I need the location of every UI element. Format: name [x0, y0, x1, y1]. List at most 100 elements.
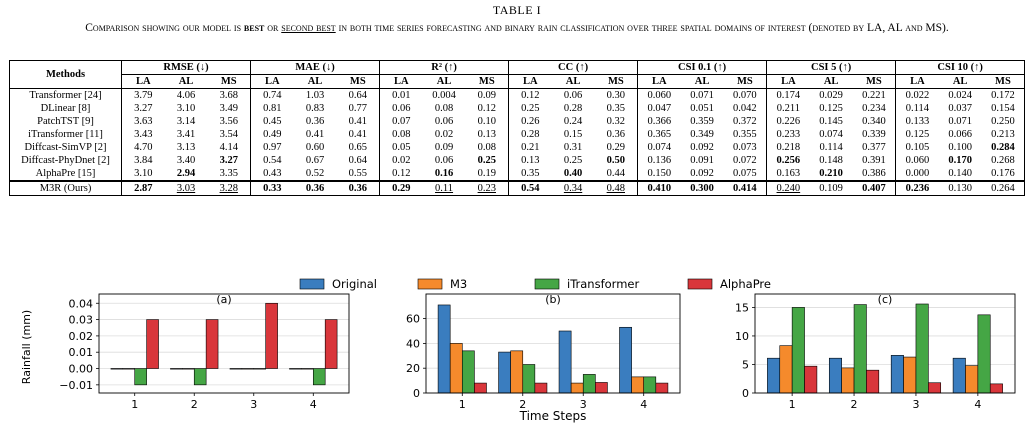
cell-value: 0.36	[348, 183, 367, 194]
x-tick-label: 3	[580, 398, 587, 411]
bar-original	[437, 304, 451, 394]
table-cell: 0.29	[379, 180, 423, 196]
table-cell: 0.365	[638, 128, 681, 141]
table-cell: 0.29	[594, 141, 639, 154]
domain-header: MS	[723, 74, 768, 89]
bar-original	[767, 357, 781, 394]
cell-value: 0.092	[690, 142, 714, 153]
table-cell: 0.13	[509, 154, 552, 167]
table-cell: 0.34	[551, 180, 595, 196]
bar-m3	[301, 368, 314, 370]
metric-header: R² (↑)	[379, 60, 510, 75]
bar-itransformer	[977, 314, 991, 394]
table-cell: 3.43	[122, 128, 165, 141]
cell-value: 0.074	[647, 142, 672, 153]
bar-itransformer	[791, 307, 805, 394]
cell-value: 3.40	[176, 155, 196, 166]
bar-itransformer	[134, 368, 147, 386]
cell-value: 0.24	[563, 116, 583, 127]
table-cell: 0.48	[594, 180, 639, 196]
table-cell: 0.64	[336, 88, 381, 102]
cell-value: 0.21	[521, 142, 540, 153]
table-cell: 0.44	[594, 167, 639, 181]
metric-header: CC (↑)	[508, 60, 639, 75]
table-cell: 0.100	[939, 141, 982, 154]
cell-value: 0.02	[392, 155, 411, 166]
table-cell: 0.06	[423, 115, 466, 128]
bar-itransformer	[853, 304, 867, 394]
bar-original	[170, 368, 183, 370]
cell-value: 0.250	[991, 116, 1015, 127]
table-cell: 0.047	[638, 102, 681, 115]
cell-value: 0.218	[776, 142, 801, 153]
table-cell: 0.06	[380, 102, 423, 115]
cell-value: 0.34	[563, 183, 583, 194]
y-tick-label: 0	[413, 387, 420, 400]
cell-value: 0.54	[521, 183, 540, 194]
table-header-metrics: Methods RMSE (↓) MAE (↓) R² (↑) CC (↑) CSI 0…	[9, 60, 1026, 89]
table-cell: 0.391	[852, 154, 897, 167]
table-cell: 0.163	[767, 167, 810, 181]
method-name: AlphaPre [15]	[9, 167, 122, 181]
y-axis-label: Rainfall (mm)	[20, 310, 33, 384]
table-cell: 1.03	[294, 89, 337, 103]
table-cell: 0.075	[723, 167, 768, 181]
bar-itransformer	[915, 303, 929, 394]
table-cell: 0.33	[250, 180, 294, 196]
table-cell: 0.09	[465, 88, 510, 102]
table-cell: 0.07	[380, 115, 423, 128]
table-cell: 0.109	[809, 180, 853, 196]
cell-value: 0.43	[263, 168, 282, 179]
table-cell: 0.074	[810, 128, 853, 141]
cell-value: 3.56	[219, 116, 238, 127]
domain-header: AL	[680, 74, 724, 89]
bar-alphapre	[655, 382, 669, 394]
domain-header: MS	[336, 74, 381, 89]
cell-value: 0.12	[521, 90, 540, 101]
method-name: PatchTST [9]	[9, 115, 122, 128]
table-cell: 0.13	[465, 128, 510, 141]
bar-itransformer	[522, 364, 536, 394]
cell-value: 3.10	[176, 103, 196, 114]
cell-value: 0.022	[905, 90, 930, 101]
table-cell: 0.23	[465, 180, 510, 196]
table-cell: 0.071	[681, 89, 724, 103]
table-caption: Comparison showing our model is best or …	[20, 20, 1014, 36]
cell-value: 0.67	[305, 155, 325, 166]
cell-value: 0.024	[948, 90, 972, 101]
cell-value: 0.176	[991, 168, 1015, 179]
cell-value: 0.349	[690, 129, 714, 140]
table-cell: 0.114	[810, 141, 853, 154]
table-cell: 0.264	[981, 180, 1026, 196]
bar-m3	[241, 368, 255, 370]
cell-value: 0.075	[733, 168, 757, 179]
figure-bar-charts: −0.010.000.010.020.030.041 2 3 4(a)02040601…	[20, 277, 1016, 423]
cell-value: 0.105	[905, 142, 930, 153]
table-cell: 3.35	[207, 167, 252, 181]
cell-value: 0.10	[477, 116, 496, 127]
bar-alphapre	[866, 369, 880, 394]
cell-value: 0.26	[521, 116, 540, 127]
cell-value: 0.145	[819, 116, 843, 127]
cell-value: 0.226	[776, 116, 801, 127]
cell-value: 0.355	[733, 129, 757, 140]
table-cell: 0.145	[810, 115, 853, 128]
table-cell: 0.355	[723, 128, 768, 141]
cell-value: 0.114	[905, 103, 930, 114]
table-cell: 0.221	[852, 88, 897, 102]
cell-value: 0.52	[305, 168, 325, 179]
legend-label: Original	[332, 277, 377, 291]
cell-value: 0.051	[690, 103, 714, 114]
table-cell: 0.029	[810, 89, 853, 103]
cell-value: 3.68	[219, 90, 238, 101]
caption-best: best	[243, 22, 265, 34]
table-cell: 0.226	[767, 115, 810, 128]
bar-original	[952, 357, 966, 394]
cell-value: 0.154	[991, 103, 1015, 114]
bar-alphapre	[989, 383, 1003, 394]
table-cell: 3.27	[207, 154, 252, 167]
table-cell: 0.35	[509, 167, 552, 181]
table-cell: 0.114	[896, 102, 939, 115]
table-cell: 0.130	[938, 180, 982, 196]
cell-value: 0.97	[263, 142, 282, 153]
